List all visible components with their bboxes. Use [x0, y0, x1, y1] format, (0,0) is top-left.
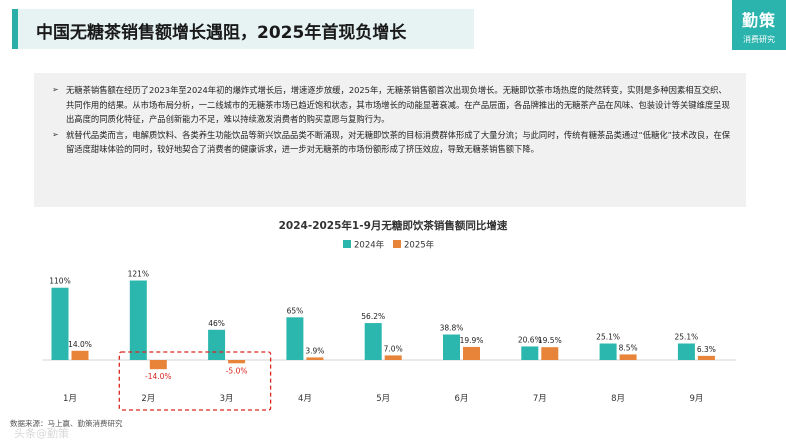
bar-2024	[129, 280, 147, 360]
arrow-bullet-icon: ➢	[52, 129, 59, 139]
data-label: 38.8%	[440, 324, 464, 333]
bar-2024	[599, 343, 617, 360]
bar-2025	[71, 350, 89, 360]
data-label: 8.5%	[619, 343, 638, 352]
summary-paragraph-text: 就替代品类而言，电解质饮料、各类养生功能饮品等新兴饮品品类不断涌现，对无糖即饮茶…	[66, 129, 731, 155]
highlight-box	[118, 351, 272, 411]
summary-paragraph-text: 无糖茶销售额在经历了2023年至2024年初的爆炸式增长后，增速逐步放缓，202…	[66, 85, 730, 124]
bar-2024	[51, 287, 69, 360]
legend-swatch	[393, 240, 401, 248]
x-tick-label: 5月	[376, 394, 390, 404]
bar-2025	[463, 346, 480, 360]
logo-main-text: 勤策	[741, 11, 776, 30]
data-label: -5.0%	[226, 366, 248, 375]
x-tick-label: 9月	[689, 394, 703, 404]
data-source: 数据来源：马上赢、勤策消费研究	[10, 419, 123, 428]
logo-sub-text: 消费研究	[743, 35, 775, 44]
data-label: 20.6%	[518, 335, 542, 344]
title-bar: 中国无糖茶销售额增长遇阻，2025年首现负增长	[12, 9, 474, 49]
data-label: 25.1%	[596, 333, 620, 342]
x-tick-label: 7月	[533, 394, 547, 404]
data-label: 110%	[49, 277, 70, 286]
x-tick-label: 4月	[298, 394, 312, 404]
data-label: 19.5%	[538, 336, 562, 345]
bar-2025	[541, 347, 559, 360]
data-label: 3.9%	[305, 346, 324, 355]
bar-2025	[697, 355, 715, 360]
summary-paragraph: ➢ 就替代品类而言，电解质饮料、各类养生功能饮品等新兴饮品品类不断涌现，对无糖即…	[52, 128, 734, 157]
x-tick-label: 2月	[141, 394, 155, 404]
x-tick-label: 1月	[63, 394, 77, 404]
bar-2025	[306, 357, 324, 360]
data-label: 7.0%	[384, 344, 403, 353]
bar-2024	[521, 346, 539, 360]
bar-2024	[286, 317, 304, 360]
legend-label: 2025年	[404, 240, 435, 251]
data-label: -14.0%	[145, 372, 172, 381]
chart-title: 2024-2025年1-9月无糖即饮茶销售额同比增速	[279, 219, 508, 232]
x-tick-label: 6月	[455, 394, 469, 404]
watermark: 头条@勤策	[14, 427, 69, 440]
growth-bar-chart: 2024-2025年1-9月无糖即饮茶销售额同比增速 2024年 2025年 110%…	[42, 219, 736, 411]
page-title: 中国无糖茶销售额增长遇阻，2025年首现负增长	[36, 23, 407, 43]
data-label: 121%	[128, 270, 149, 279]
bar-2025	[619, 354, 637, 360]
x-tick-label: 8月	[611, 394, 625, 404]
data-label: 25.1%	[674, 333, 698, 342]
legend-swatch	[343, 240, 351, 248]
bar-2025	[384, 355, 402, 360]
data-label: 14.0%	[68, 340, 92, 349]
bar-2024	[208, 329, 226, 360]
summary-panel: ➢ 无糖茶销售额在经历了2023年至2024年初的爆炸式增长后，增速逐步放缓，2…	[34, 73, 746, 207]
x-tick-label: 3月	[220, 394, 234, 404]
legend-label: 2024年	[354, 240, 385, 251]
data-label: 56.2%	[361, 312, 385, 321]
bar-2024	[443, 334, 460, 360]
summary-paragraph: ➢ 无糖茶销售额在经历了2023年至2024年初的爆炸式增长后，增速逐步放缓，2…	[52, 83, 734, 127]
bar-2025	[149, 360, 167, 370]
data-label: 46%	[208, 319, 225, 328]
data-label: 19.9%	[460, 336, 484, 345]
bar-2024	[677, 343, 695, 360]
bar-2024	[364, 323, 382, 360]
bar-2025	[228, 360, 246, 364]
brand-logo: 勤策 消费研究	[732, 0, 786, 50]
arrow-bullet-icon: ➢	[52, 85, 59, 94]
data-label: 6.3%	[697, 345, 716, 354]
data-label: 65%	[287, 306, 304, 315]
